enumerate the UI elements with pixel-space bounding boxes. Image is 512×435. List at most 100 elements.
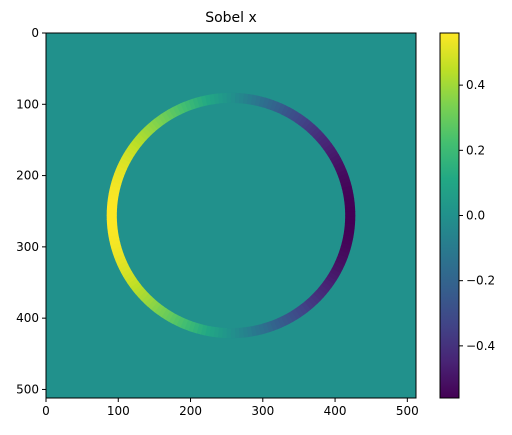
x-tick-label: 500 xyxy=(396,404,419,418)
y-tick-label: 200 xyxy=(16,169,39,183)
x-tick-label: 0 xyxy=(42,404,50,418)
ring-segment xyxy=(338,173,350,182)
ring-segment xyxy=(329,268,341,278)
ring-segment xyxy=(138,129,150,141)
ring-segment xyxy=(130,281,142,292)
x-tick-label: 400 xyxy=(324,404,347,418)
ring-segment xyxy=(304,121,315,133)
ring-segment xyxy=(115,165,127,174)
colorbar-tick-label: −0.4 xyxy=(466,339,495,353)
ring-segment xyxy=(329,154,342,164)
ring-segment xyxy=(287,310,297,323)
ring-segment xyxy=(112,249,124,258)
ring-segment xyxy=(164,310,174,322)
ring-segment xyxy=(213,93,220,105)
ring-segment xyxy=(242,326,249,338)
ring-segment xyxy=(284,107,294,119)
ring-segment xyxy=(323,143,335,154)
ring-segment xyxy=(339,246,351,255)
ring-segment xyxy=(312,290,324,302)
ring-segment xyxy=(310,127,321,138)
ring-segment xyxy=(115,257,127,266)
ring-segment xyxy=(184,99,193,112)
ring-segment xyxy=(273,101,283,113)
ring-segment xyxy=(172,104,182,117)
ring-segment xyxy=(344,198,355,205)
ring-segment xyxy=(123,149,135,160)
y-tick-label: 300 xyxy=(16,240,39,254)
ring-segment xyxy=(150,301,161,313)
ring-segment xyxy=(125,274,137,285)
x-tick-label: 100 xyxy=(107,404,130,418)
ring-segment xyxy=(161,308,171,320)
ring-segment xyxy=(298,116,308,128)
ring-segment xyxy=(154,115,165,127)
ring-segment xyxy=(342,189,354,197)
y-tick-label: 400 xyxy=(16,311,39,325)
ring-segment xyxy=(180,101,189,113)
ring-segment xyxy=(343,194,355,201)
ring-segment xyxy=(313,130,324,141)
ring-segment xyxy=(147,298,158,310)
ring-segment xyxy=(265,321,274,333)
ring-segment xyxy=(200,324,208,336)
plot-frame xyxy=(45,32,417,399)
ring-segment xyxy=(284,312,294,325)
ring-segment xyxy=(338,250,350,259)
ring-segment xyxy=(277,103,287,115)
ring-segment xyxy=(127,142,139,153)
ring-segment xyxy=(343,227,355,234)
ring-segment xyxy=(132,284,144,295)
ring-segment xyxy=(208,326,216,337)
ring-segment xyxy=(258,323,266,335)
ring-segment xyxy=(300,301,311,313)
colorbar-tick-label: 0.4 xyxy=(466,78,485,92)
ring-segment xyxy=(108,234,120,242)
ring-segment xyxy=(306,296,318,308)
ring-segment xyxy=(333,261,345,270)
ring-segment xyxy=(266,98,275,110)
ring-segment xyxy=(117,161,129,170)
sobel-ring xyxy=(106,92,356,339)
ring-segment xyxy=(246,94,254,105)
ring-segment xyxy=(114,168,126,178)
ring-segment xyxy=(307,124,318,135)
ring-segment xyxy=(192,322,200,334)
ring-segment xyxy=(331,157,343,167)
ring-segment xyxy=(109,185,121,193)
ring-segment xyxy=(123,271,135,281)
ring-segment xyxy=(246,326,253,338)
ring-segment xyxy=(161,111,171,123)
y-tick-label: 0 xyxy=(31,26,39,40)
ring-segment xyxy=(273,318,282,330)
ring-segment xyxy=(340,181,352,189)
ring-segment xyxy=(113,253,126,262)
ring-segment xyxy=(258,96,266,108)
ring-segment xyxy=(141,126,153,138)
ring-segment xyxy=(335,257,347,266)
ring-segment xyxy=(110,181,122,189)
ring-segment xyxy=(315,133,327,144)
ring-segment xyxy=(108,189,120,196)
ring-segment xyxy=(196,96,204,108)
ring-segment xyxy=(205,94,212,106)
ring-segment xyxy=(309,293,321,305)
ring-segment xyxy=(120,267,133,277)
ring-segment xyxy=(119,264,131,274)
ring-segment xyxy=(335,165,347,174)
ring-segment xyxy=(168,312,178,324)
ring-segment xyxy=(147,121,159,132)
chart-title: Sobel x xyxy=(205,10,257,26)
ring-segment xyxy=(327,150,339,160)
ring-segment xyxy=(294,113,305,125)
ring-segment xyxy=(154,303,164,315)
ring-segment xyxy=(340,242,352,250)
ring-segment xyxy=(325,146,337,157)
plot-area xyxy=(45,32,417,399)
y-tick-label: 100 xyxy=(16,97,39,111)
ring-segment xyxy=(336,253,348,263)
colorbar-tick-label: −0.2 xyxy=(466,274,495,288)
ring-segment xyxy=(188,98,197,110)
ring-segment xyxy=(107,197,119,204)
ring-segment xyxy=(281,105,290,117)
